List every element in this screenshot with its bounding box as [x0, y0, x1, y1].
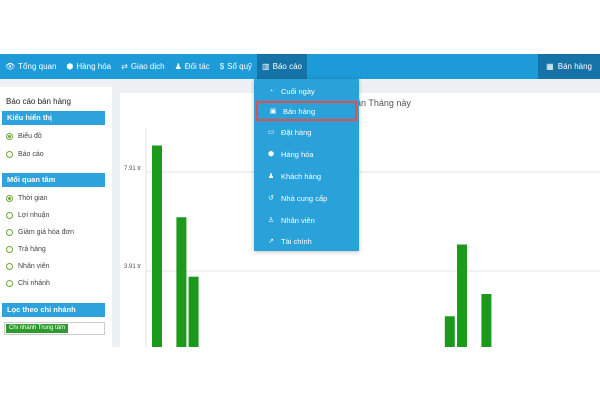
chart-bar[interactable] — [176, 217, 187, 347]
radio-checked-icon — [6, 195, 13, 202]
branch-filter-header: Lọc theo chi nhánh — [2, 303, 105, 317]
user-icon: ♟ — [174, 61, 182, 71]
radio-option-profit[interactable]: Lợi nhuận — [6, 212, 49, 219]
sell-button[interactable]: ▦ Bán hàng — [538, 54, 600, 79]
radio-option-branch[interactable]: Chi nhánh — [6, 280, 50, 287]
chart-bar[interactable] — [457, 244, 467, 347]
chart-title: uần Tháng này — [351, 98, 411, 108]
nav-label: Hàng hóa — [76, 62, 112, 71]
radio-icon — [6, 151, 13, 158]
nav-item-so-quy[interactable]: $ Sổ quỹ — [215, 54, 257, 79]
display-type-header: Kiểu hiển thị — [2, 111, 105, 125]
radio-option-returns[interactable]: Trả hàng — [6, 246, 46, 253]
dollar-icon: $ — [219, 61, 225, 71]
menu-item-label: Tài chính — [281, 236, 312, 246]
radio-option-time[interactable]: Thời gian — [6, 195, 48, 202]
menu-item-label: Cuối ngày — [281, 86, 315, 96]
menu-item-label: Nhà cung cấp — [281, 193, 328, 203]
cube-icon: ⬢ — [267, 151, 275, 158]
y-tick-label: 7.91 tr — [124, 166, 142, 172]
main-nav: 👁 Tổng quan ⬢ Hàng hóa ⇄ Giao dịch ♟ Đối… — [0, 54, 307, 79]
nav-label: Báo cáo — [272, 62, 302, 71]
y-tick-label: 3.91 tr — [124, 264, 142, 270]
grid-lines — [145, 128, 600, 347]
nav-item-bao-cao[interactable]: ▥ Báo cáo — [257, 54, 307, 79]
radio-label: Lợi nhuận — [18, 212, 50, 219]
chart-bar[interactable] — [152, 145, 162, 347]
sales-bar-chart — [145, 128, 600, 347]
radio-label: Biểu đồ — [18, 133, 42, 140]
radio-icon — [6, 280, 13, 287]
nav-label: Đối tác — [184, 62, 210, 71]
radio-option-discount[interactable]: Giảm giá hóa đơn — [6, 229, 74, 236]
refresh-icon: ↺ — [268, 195, 274, 202]
store-icon: ▦ — [546, 61, 554, 71]
chart-bar[interactable] — [481, 293, 492, 347]
radio-label: Chi nhánh — [18, 280, 50, 287]
chart-bar[interactable] — [444, 316, 455, 347]
person-icon: ♙ — [267, 217, 275, 224]
nav-item-doi-tac[interactable]: ♟ Đối tác — [170, 54, 215, 79]
radio-option-chart[interactable]: Biểu đồ — [6, 133, 42, 140]
nav-item-hang-hoa[interactable]: ⬢ Hàng hóa — [61, 54, 116, 79]
bar-chart-icon: ▥ — [262, 61, 270, 71]
radio-label: Nhân viên — [18, 263, 50, 270]
radio-label: Báo cáo — [18, 151, 44, 158]
sell-button-label: Bán hàng — [557, 62, 592, 71]
exchange-icon: ⇄ — [121, 61, 128, 71]
bars — [152, 145, 492, 347]
menu-item-customers[interactable]: ♟ Khách hàng — [254, 166, 359, 186]
menu-item-sales[interactable]: ▣ Bán hàng — [256, 101, 357, 121]
nav-label: Sổ quỹ — [227, 62, 253, 71]
chart-bar[interactable] — [188, 276, 199, 347]
nav-label: Tổng quan — [18, 62, 57, 71]
radio-icon — [6, 246, 13, 253]
report-sidebar: Báo cáo bán hàng Kiểu hiển thị Biểu đồ B… — [0, 87, 112, 347]
menu-item-label: Nhân viên — [281, 215, 315, 225]
report-dropdown-menu: ◔ Cuối ngày ▣ Bán hàng ▭ Đặt hàng ⬢ Hàng… — [254, 79, 359, 251]
radio-option-staff[interactable]: Nhân viên — [6, 263, 50, 270]
menu-item-finance[interactable]: ↗ Tài chính — [254, 231, 359, 251]
radio-label: Trả hàng — [18, 246, 46, 253]
radio-option-report[interactable]: Báo cáo — [6, 151, 44, 158]
concern-header: Mối quan tâm — [2, 173, 105, 187]
radio-icon — [6, 212, 13, 219]
menu-item-products[interactable]: ⬢ Hàng hóa — [254, 144, 359, 164]
inbox-icon: ▭ — [267, 129, 275, 136]
radio-label: Thời gian — [18, 195, 48, 202]
radio-icon — [6, 263, 13, 270]
menu-item-end-of-day[interactable]: ◔ Cuối ngày — [254, 81, 359, 101]
top-nav-bar: 👁 Tổng quan ⬢ Hàng hóa ⇄ Giao dịch ♟ Đối… — [0, 54, 600, 79]
nav-item-giao-dich[interactable]: ⇄ Giao dịch — [116, 54, 170, 79]
sidebar-title: Báo cáo bán hàng — [6, 97, 71, 106]
menu-item-orders[interactable]: ▭ Đặt hàng — [254, 122, 359, 142]
cube-icon: ⬢ — [66, 61, 74, 71]
nav-item-tong-quan[interactable]: 👁 Tổng quan — [0, 54, 61, 79]
menu-item-suppliers[interactable]: ↺ Nhà cung cấp — [254, 188, 359, 208]
branch-tag[interactable]: Chi nhánh Trung tâm — [6, 324, 69, 333]
clock-icon: ◔ — [268, 87, 274, 95]
branch-filter-input[interactable]: Chi nhánh Trung tâm — [4, 322, 105, 335]
chart-panel — [120, 93, 600, 347]
menu-item-staff[interactable]: ♙ Nhân viên — [254, 210, 359, 230]
menu-item-label: Khách hàng — [281, 171, 322, 181]
user-icon: ♟ — [267, 173, 275, 180]
menu-item-label: Đặt hàng — [281, 127, 312, 137]
menu-item-label: Hàng hóa — [281, 149, 314, 159]
radio-label: Giảm giá hóa đơn — [18, 229, 74, 236]
line-chart-icon: ↗ — [268, 238, 274, 245]
menu-item-label: Bán hàng — [283, 106, 316, 116]
radio-icon — [6, 229, 13, 236]
nav-label: Giao dịch — [130, 62, 165, 71]
radio-checked-icon — [6, 133, 13, 140]
eye-icon: 👁 — [5, 61, 16, 71]
copy-icon: ▣ — [269, 108, 277, 115]
